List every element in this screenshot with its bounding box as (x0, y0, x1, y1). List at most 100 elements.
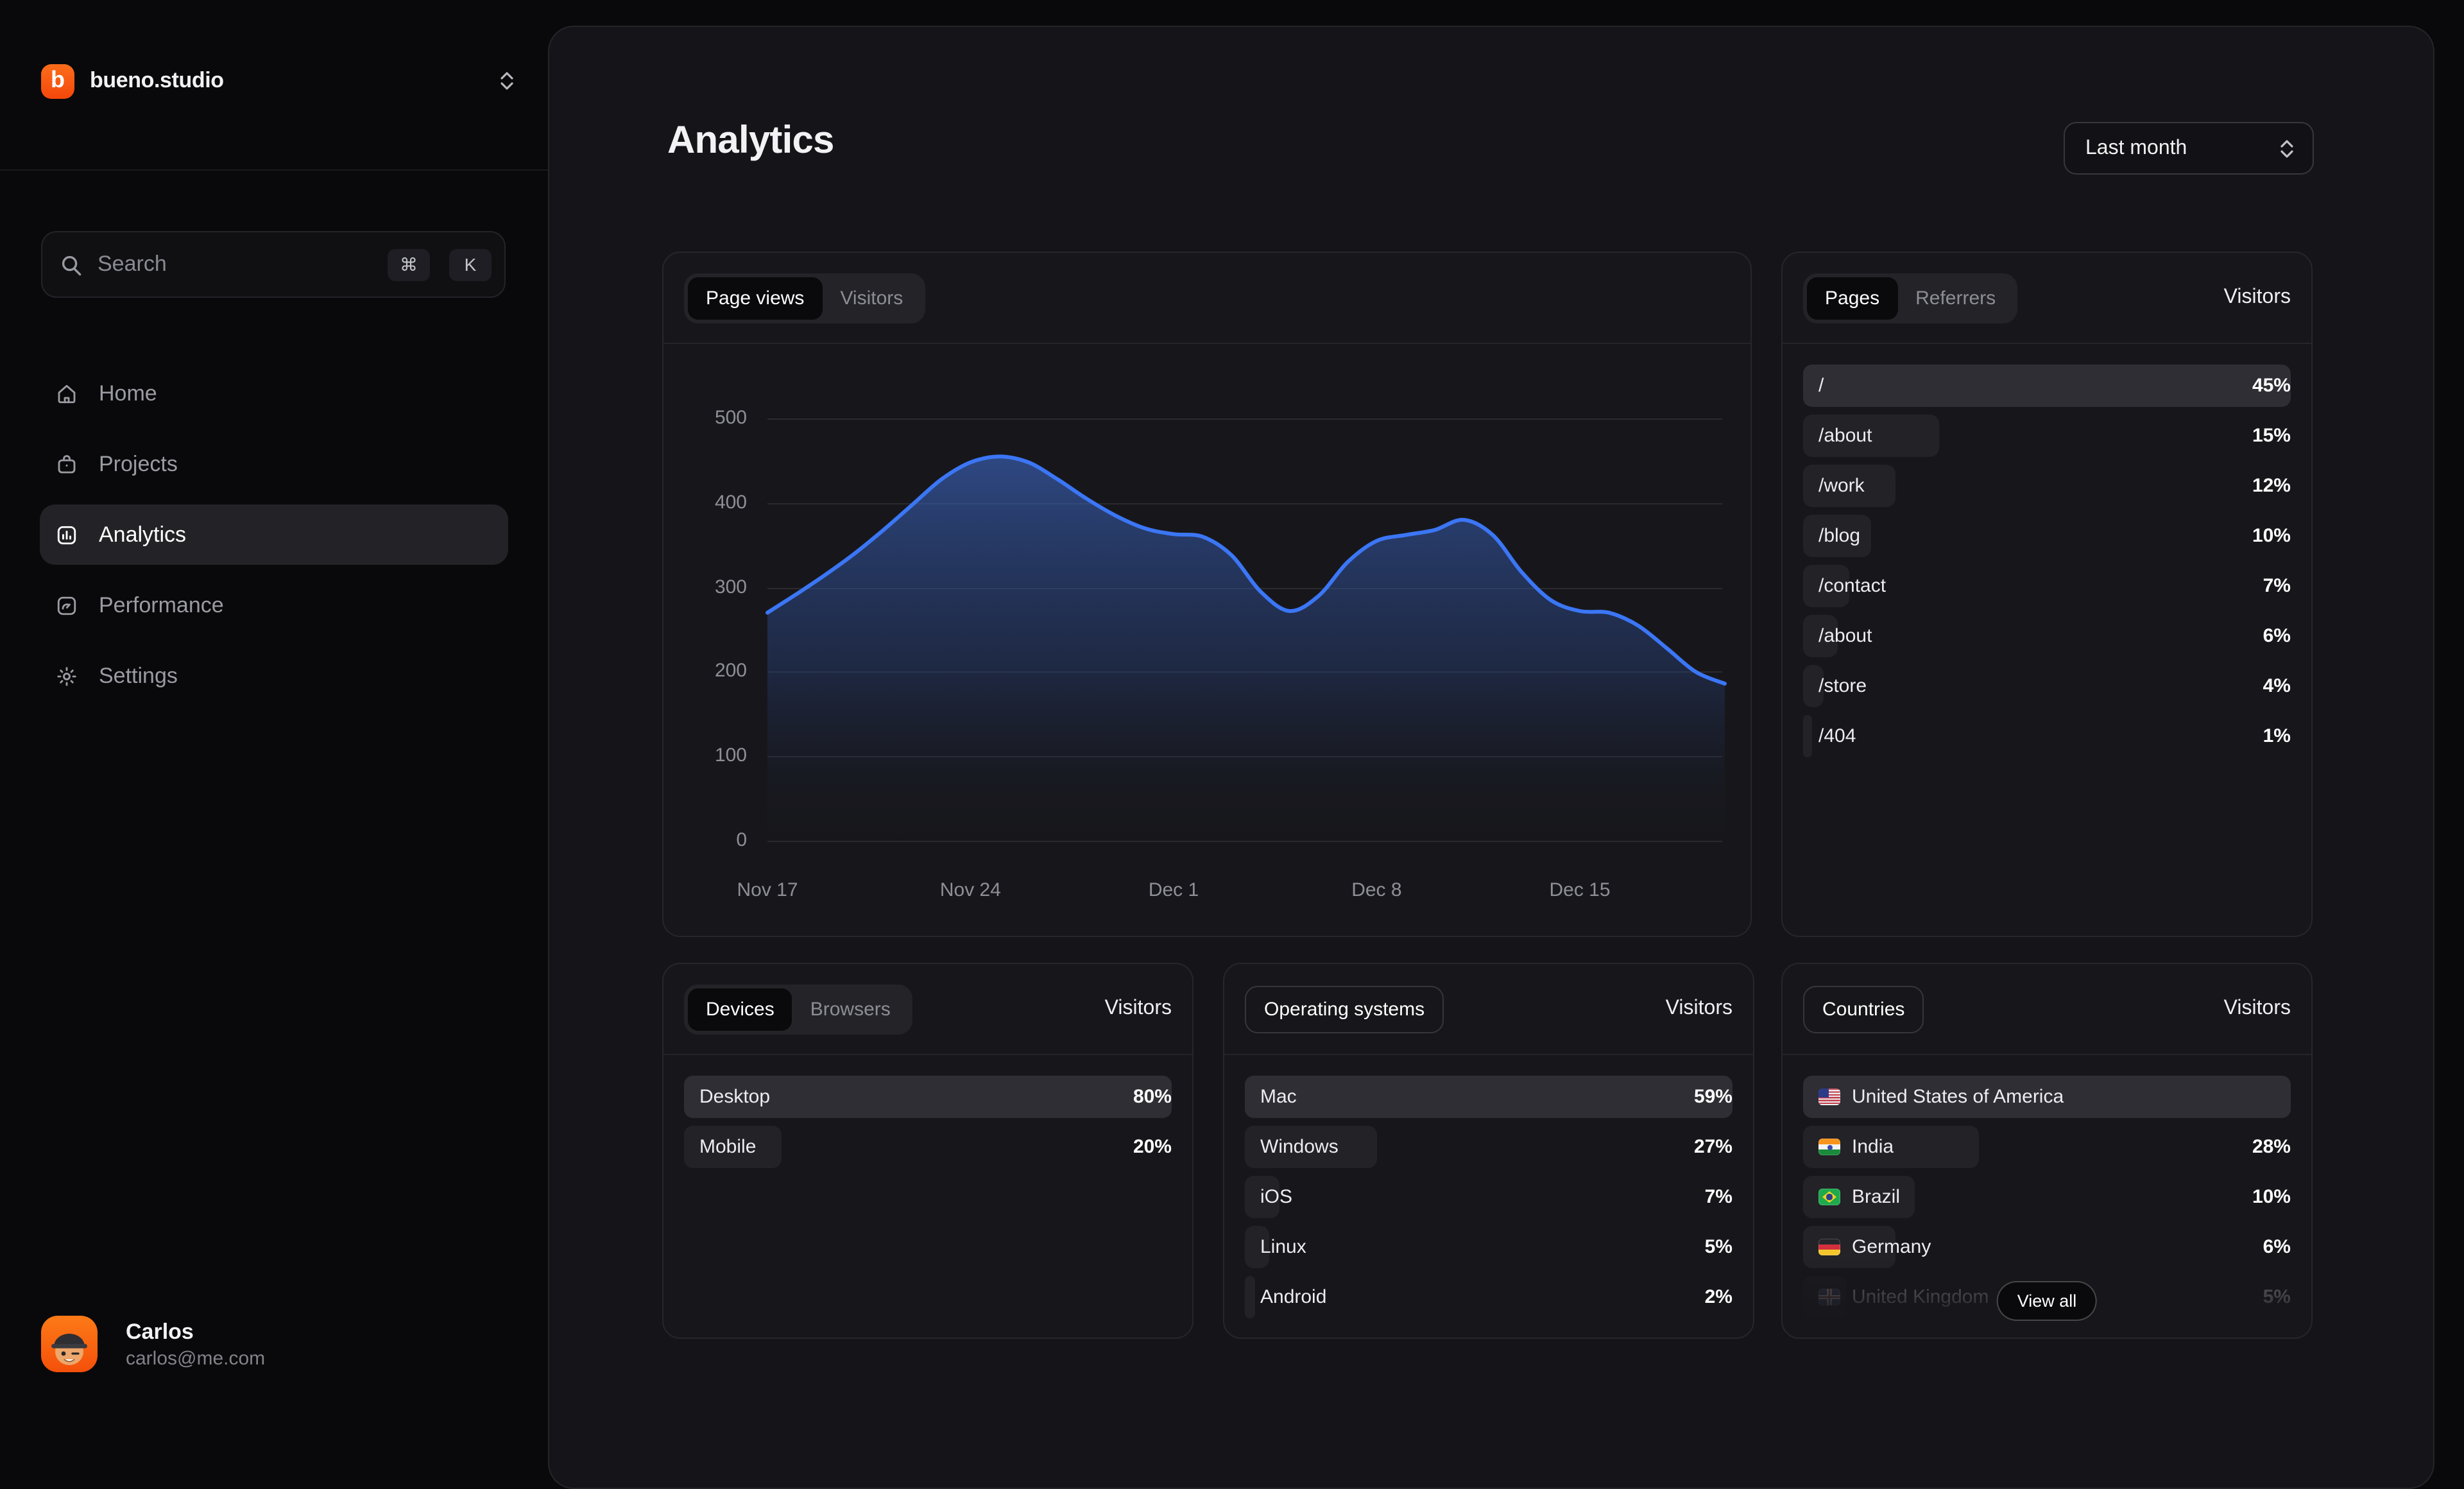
sidebar-item-performance[interactable]: Performance (40, 575, 508, 635)
card-divider (1783, 1054, 2311, 1055)
list-item: /work 12% (1803, 465, 2291, 507)
x-axis-label: Dec 8 (1351, 879, 1402, 901)
pages-tabs: Pages Referrers (1803, 273, 2018, 323)
item-value: 45% (2252, 375, 2291, 397)
logo-icon: b (41, 64, 74, 98)
chart-tabs: Page views Visitors (684, 273, 925, 323)
sidebar-item-settings[interactable]: Settings (40, 646, 508, 706)
sidebar-item-home[interactable]: Home (40, 363, 508, 424)
tab-browsers[interactable]: Browsers (810, 998, 891, 1020)
devices-list: Desktop 80% Mobile 20% (663, 1055, 1192, 1176)
visitors-column-header: Visitors (2223, 286, 2291, 308)
page-title: Analytics (667, 119, 834, 162)
value-bar (1803, 665, 1824, 707)
list-item: / 45% (1803, 365, 2291, 407)
item-value: 7% (1704, 1186, 1733, 1208)
user-avatar (41, 1316, 98, 1372)
workspace-name: bueno.studio (90, 68, 224, 92)
devices-card: Devices Browsers Visitors Desktop 80% Mobil… (662, 963, 1194, 1339)
list-item: Brazil 10% (1803, 1176, 2291, 1218)
os-card-header: Operating systems Visitors (1224, 964, 1753, 1054)
item-value: 6% (2263, 1236, 2291, 1258)
value-bar (1803, 415, 1940, 457)
sidebar-item-label: Projects (99, 451, 178, 476)
pages-card: Pages Referrers Visitors / 45% /about 15% /wo… (1781, 252, 2313, 937)
tab-page-views[interactable]: Page views (688, 277, 823, 319)
analytics-icon (55, 523, 78, 546)
x-axis-label: Dec 15 (1549, 879, 1611, 901)
item-value: 27% (1693, 1136, 1733, 1158)
value-bar (1803, 565, 1850, 607)
settings-icon (55, 664, 78, 687)
sidebar-item-label: Home (99, 381, 157, 405)
sidebar-item-projects[interactable]: Projects (40, 434, 508, 494)
item-value: 28% (2252, 1136, 2291, 1158)
item-label: Windows (1260, 1136, 1339, 1158)
list-item: /404 1% (1803, 715, 2291, 757)
tab-operating-systems[interactable]: Operating systems (1245, 985, 1444, 1033)
item-value: 5% (2263, 1286, 2291, 1308)
item-value: 20% (1133, 1136, 1172, 1158)
value-bar (1245, 1126, 1377, 1168)
tab-visitors[interactable]: Visitors (840, 287, 903, 309)
list-item: United States of America (1803, 1076, 2291, 1118)
item-label: Linux (1260, 1236, 1306, 1258)
search-box[interactable]: ⌘ K (41, 231, 506, 298)
tab-devices[interactable]: Devices (688, 988, 792, 1030)
value-bar (684, 1076, 1172, 1118)
tab-pages[interactable]: Pages (1807, 277, 1898, 319)
visitors-column-header: Visitors (1665, 997, 1733, 1019)
value-bar (1803, 465, 1896, 507)
view-all-button[interactable]: View all (1996, 1281, 2098, 1321)
user-name: Carlos (126, 1319, 194, 1343)
list-item: /about 6% (1803, 615, 2291, 657)
value-bar (684, 1126, 782, 1168)
date-range-select[interactable]: Last month (2064, 122, 2314, 175)
value-bar (1245, 1176, 1279, 1218)
chevron-up-down-icon[interactable] (499, 71, 515, 91)
list-item: India 28% (1803, 1126, 2291, 1168)
sidebar-item-label: Settings (99, 663, 178, 687)
user-profile[interactable]: Carlos carlos@me.com (41, 1316, 265, 1372)
item-value: 4% (2263, 675, 2291, 697)
item-value: 12% (2252, 475, 2291, 497)
projects-icon (55, 452, 78, 476)
tab-referrers[interactable]: Referrers (1915, 287, 1996, 309)
item-label: /about (1818, 425, 1872, 447)
gridline (767, 503, 1722, 504)
item-value: 10% (2252, 525, 2291, 547)
item-value: 2% (1704, 1286, 1733, 1308)
list-item: /blog 10% (1803, 515, 2291, 557)
item-label: United States of America (1803, 1076, 2291, 1118)
item-label: /work (1818, 475, 1865, 497)
y-axis-label: 200 (714, 660, 747, 682)
sidebar-item-analytics[interactable]: Analytics (40, 504, 508, 565)
value-bar (1245, 1226, 1269, 1268)
gridline (767, 841, 1722, 842)
workspace-switcher[interactable]: b bueno.studio (41, 49, 515, 113)
visitors-column-header: Visitors (1104, 997, 1172, 1019)
list-item: /contact 7% (1803, 565, 2291, 607)
list-item: Mobile 20% (684, 1126, 1172, 1168)
search-input[interactable] (95, 250, 375, 279)
os-list: Mac 59% Windows 27% iOS 7% Linux 5% Android 2% (1224, 1055, 1753, 1326)
item-value: 1% (2263, 725, 2291, 747)
y-axis-label: 400 (714, 492, 747, 513)
list-item: /about 15% (1803, 415, 2291, 457)
item-label: Brazil (1803, 1176, 2291, 1218)
list-item: iOS 7% (1245, 1176, 1733, 1218)
card-divider (663, 1054, 1192, 1055)
tab-countries[interactable]: Countries (1803, 985, 1924, 1033)
value-bar (1803, 365, 2291, 407)
chart-card-header: Page views Visitors (663, 253, 1750, 343)
list-item: Windows 27% (1245, 1126, 1733, 1168)
item-value: 10% (2252, 1186, 2291, 1208)
card-divider (1783, 343, 2311, 344)
value-bar (1803, 715, 1812, 757)
devices-card-header: Devices Browsers Visitors (663, 964, 1192, 1054)
chart-plot (766, 454, 1727, 841)
user-info: Carlos carlos@me.com (126, 1316, 265, 1372)
item-label: / (1818, 375, 1824, 397)
sidebar-item-label: Analytics (99, 522, 187, 546)
y-axis-label: 100 (714, 744, 747, 766)
